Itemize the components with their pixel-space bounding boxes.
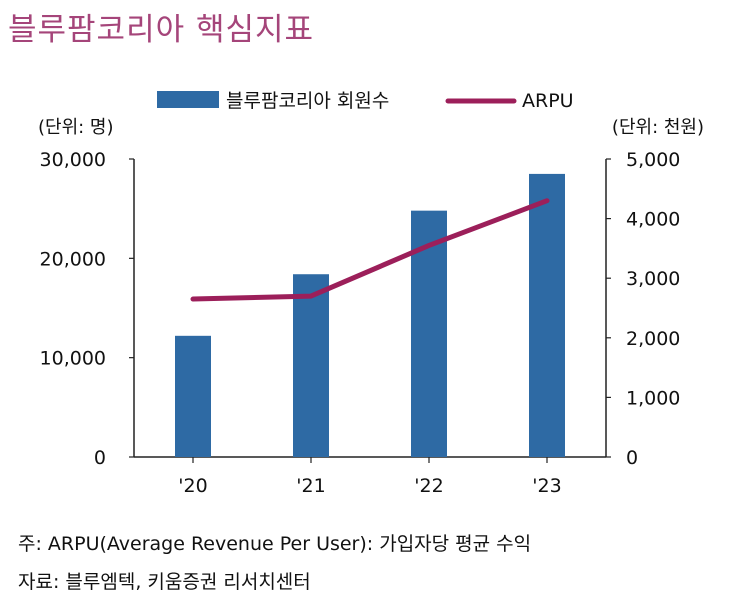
legend-line-label: ARPU: [522, 90, 574, 112]
x-tick-label: '22: [414, 475, 443, 497]
axes: [129, 158, 611, 463]
combo-chart: 0 10,000 20,000 30,000 0 1,000 2,000 3,000 4,000…: [38, 90, 704, 497]
axis-labels: 0 10,000 20,000 30,000 0 1,000 2,000 3,000 4,000…: [38, 117, 704, 497]
right-tick-label: 4,000: [626, 209, 680, 231]
x-tick-label: '20: [178, 475, 207, 497]
left-axis-unit: (단위: 명): [38, 117, 114, 138]
x-tick-label: '23: [532, 475, 561, 497]
right-tick-label: 0: [626, 447, 638, 469]
left-tick-label: 30,000: [40, 149, 106, 171]
arpu-line: [190, 198, 550, 302]
legend-bar-label: 블루팜코리아 회원수: [226, 90, 389, 112]
left-tick-label: 20,000: [40, 248, 106, 270]
line-series: [190, 198, 550, 302]
x-tick-label: '21: [296, 475, 325, 497]
chart-title: 블루팜코리아 핵심지표: [8, 12, 315, 48]
right-axis-unit: (단위: 천원): [612, 117, 704, 138]
footnote: 주: ARPU(Average Revenue Per User): 가입자당 …: [18, 533, 532, 555]
right-tick-label: 3,000: [626, 268, 680, 290]
right-tick-label: 1,000: [626, 387, 680, 409]
legend: 블루팜코리아 회원수 ARPU: [157, 90, 574, 112]
bar: [293, 274, 329, 457]
legend-bar-swatch: [157, 91, 219, 108]
left-tick-label: 10,000: [40, 348, 106, 370]
bar: [529, 173, 565, 457]
bar: [175, 335, 211, 457]
right-tick-label: 5,000: [626, 149, 680, 171]
left-tick-label: 0: [94, 447, 106, 469]
source-note: 자료: 블루엠텍, 키움증권 리서치센터: [18, 571, 311, 593]
right-tick-label: 2,000: [626, 328, 680, 350]
